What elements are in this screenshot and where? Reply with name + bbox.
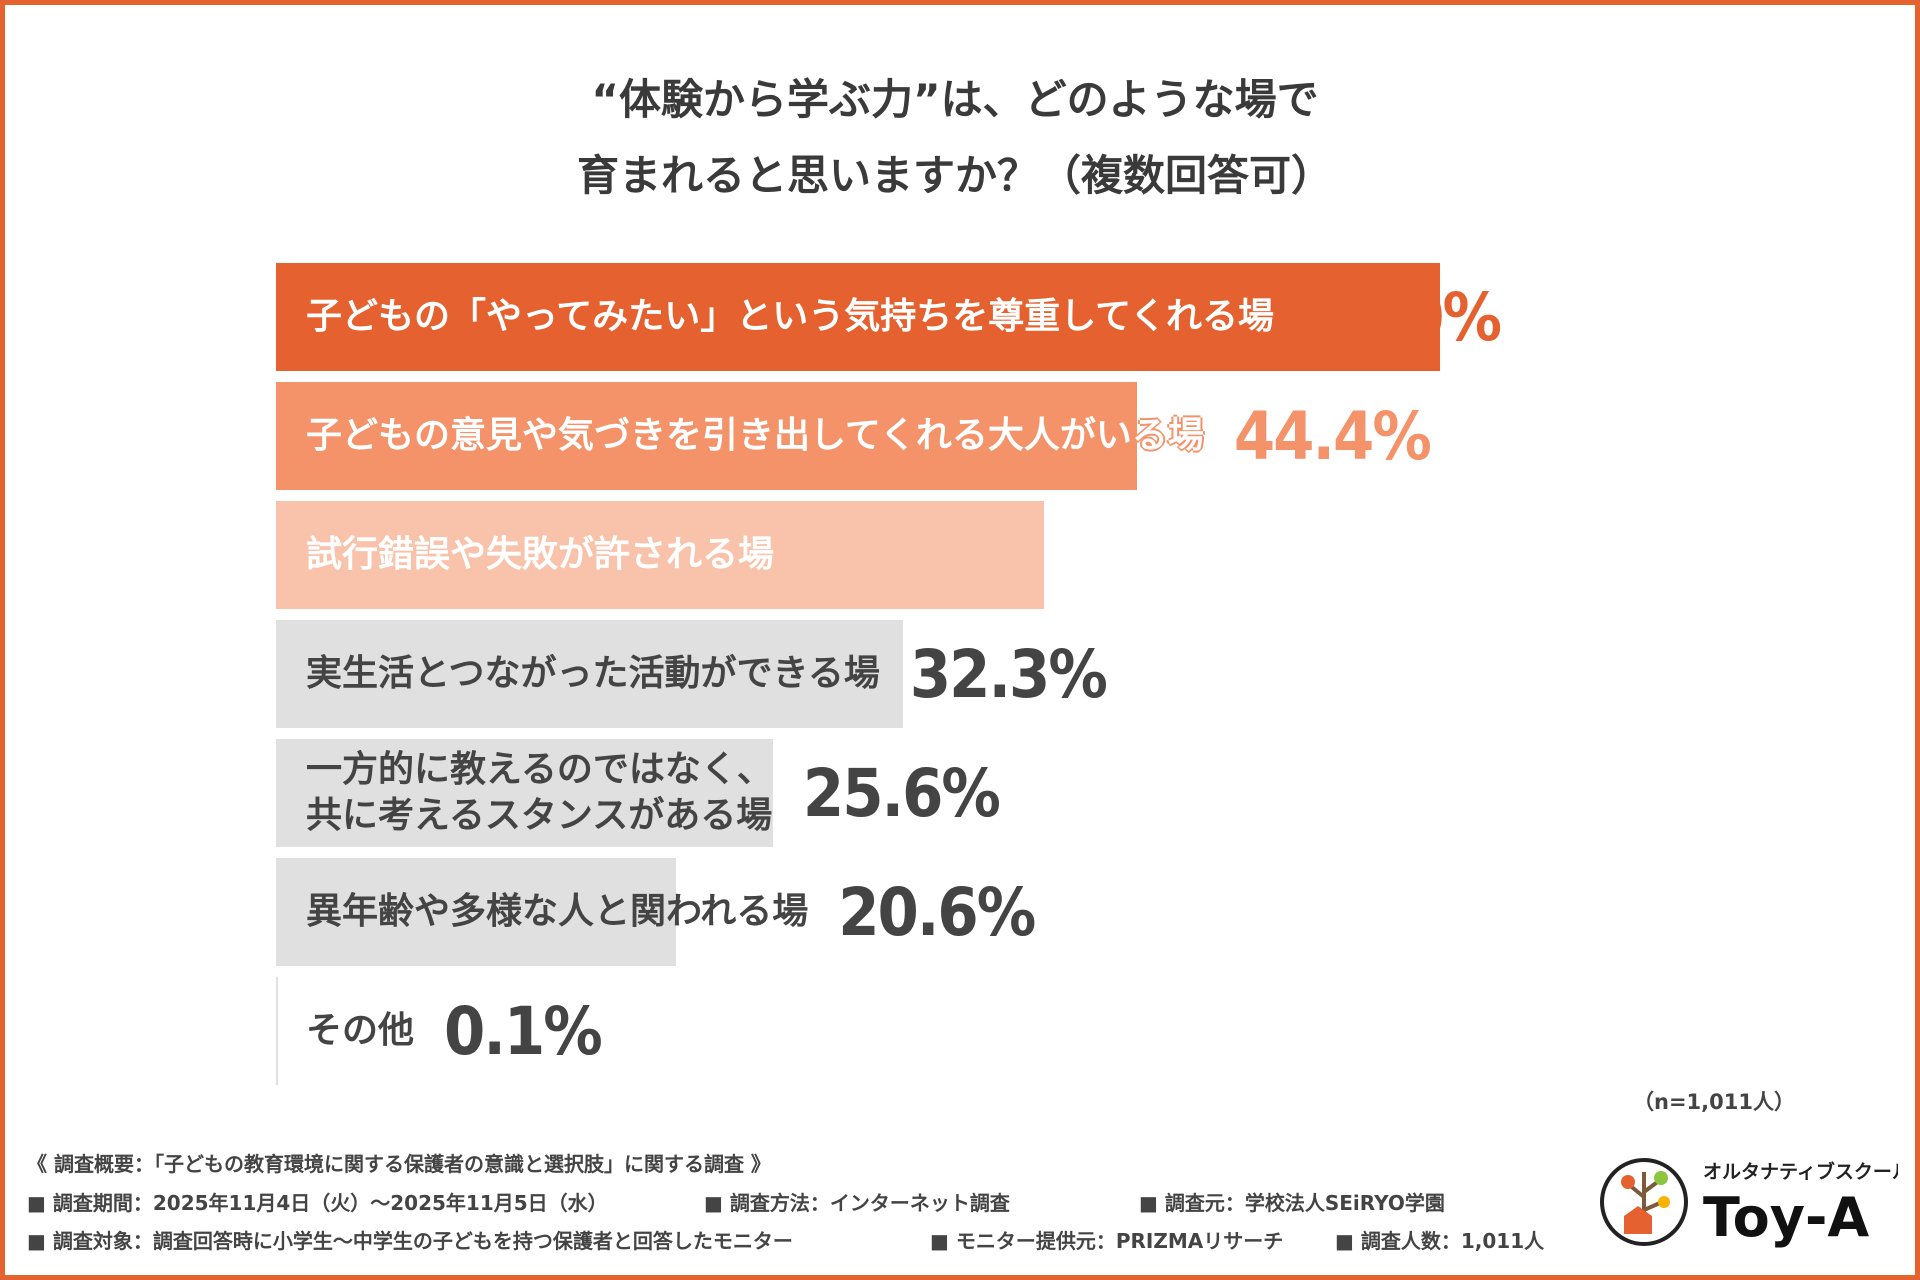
category-label: 子どもの意見や気づきを引き出してくれる大人がいる場 [306,415,1204,456]
bar [276,501,1045,609]
logo-name: Toy-A [1703,1186,1869,1249]
bar-row: その他 0.1% [276,977,1876,1085]
bar-row: 実生活とつながった活動ができる場 32.3% [276,620,1876,728]
bar-text: 一方的に教えるのではなく、 共に考えるスタンスがある場 25.6% [306,739,1001,847]
logo: オルタナティブスクール Toy-A [1600,1158,1898,1249]
bar-row: 一方的に教えるのではなく、 共に考えるスタンスがある場 25.6% [276,739,1876,847]
sample-size: （n=1,011人） [1633,1090,1795,1114]
footnote: ■ 調査対象：調査回答時に小学生〜中学生の子どもを持つ保護者と回答したモニター [27,1229,793,1253]
bar-text: 試行錯誤や失敗が許される場 39.6% [306,501,1002,609]
bar-row: 試行錯誤や失敗が許される場 39.6% [276,501,1876,609]
bar-text: 実生活とつながった活動ができる場 32.3% [306,620,1108,728]
bar [276,977,278,1085]
bar [276,739,773,847]
footnote: ■ 調査方法：インターネット調査 [704,1191,1010,1215]
category-label: 異年齢や多様な人と関われる場 [306,891,809,932]
category-label: 子どもの「やってみたい」という気持ちを尊重してくれる場 [306,296,1275,337]
bar-text: 異年齢や多様な人と関われる場 20.6% [306,858,1036,966]
category-label: その他 [306,1010,415,1051]
bar [276,263,1440,371]
bar-text: 子どもの意見や気づきを引き出してくれる大人がいる場 44.4% [306,382,1432,490]
logo-dot [1621,1175,1635,1189]
logo-house [1624,1206,1652,1234]
value-label: 39.6% [804,516,1002,594]
logo-dot [1658,1196,1670,1208]
category-label: 一方的に教えるのではなく、 共に考えるスタンスがある場 [306,749,773,836]
logo-tagline: オルタナティブスクール [1703,1160,1898,1183]
bar-text: 子どもの「やってみたい」という気持ちを尊重してくれる場 60.0% [306,263,1502,371]
bar-row: 子どもの「やってみたい」という気持ちを尊重してくれる場 60.0% [276,263,1876,371]
chart-title: “体験から学ぶ力”は、どのような場で 育まれると思いますか？（複数回答可） [576,75,1333,200]
bar [276,858,676,966]
bar-text: その他 0.1% [306,977,603,1085]
bar-row: 異年齢や多様な人と関われる場 20.6% [276,858,1876,966]
footnote: ■ モニター提供元：PRIZMAリサーチ [930,1229,1284,1253]
category-label: 試行錯誤や失敗が許される場 [306,534,775,575]
bar-row: 子どもの意見や気づきを引き出してくれる大人がいる場 44.4% [276,382,1876,490]
bar [276,382,1138,490]
value-label: 25.6% [802,754,1001,832]
footnote: ■ 調査期間：2025年11月4日（火）〜2025年11月5日（水） [27,1191,608,1215]
logo-ring [1600,1158,1688,1246]
logo-dot [1654,1171,1668,1185]
value-label: 44.4% [1233,397,1432,475]
value-label: 32.3% [909,635,1108,713]
footnote: ■ 調査人数：1,011人 [1335,1229,1545,1253]
bar [276,620,903,728]
footnote: ■ 調査元：学校法人SEiRYO学園 [1139,1191,1445,1215]
value-label: 60.0% [1304,278,1502,356]
value-label: 0.1% [444,992,603,1070]
logo-tree [1626,1172,1663,1232]
value-label: 20.6% [838,873,1036,951]
category-label: 実生活とつながった活動ができる場 [306,653,880,694]
footnote-heading: 《 調査概要：「子どもの教育環境に関する保護者の意識と選択肢」に関する調査 》 [27,1152,771,1176]
